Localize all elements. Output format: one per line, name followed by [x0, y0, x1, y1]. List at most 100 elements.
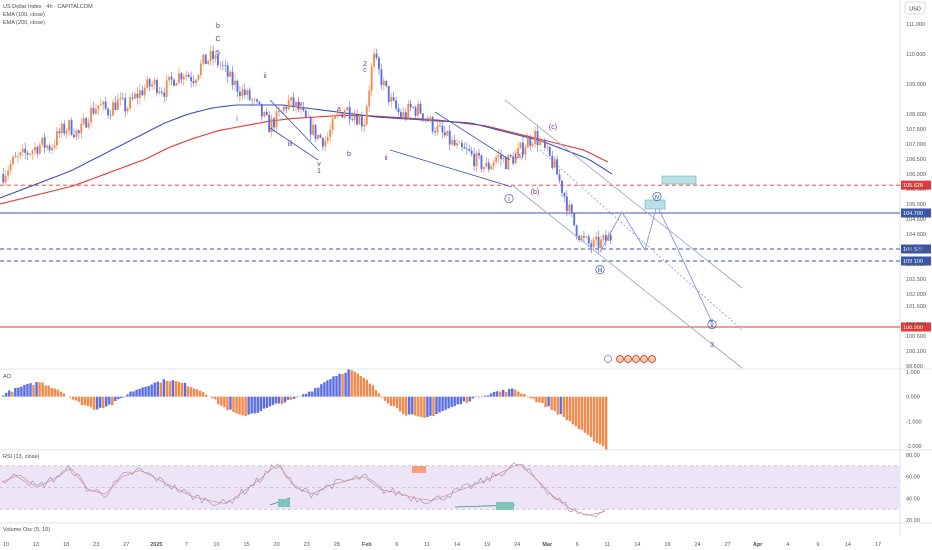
ao-bar	[86, 396, 90, 407]
wave-label: b	[347, 151, 351, 158]
candle-body	[53, 145, 56, 148]
ao-bar	[356, 373, 359, 397]
candle-body	[331, 118, 334, 130]
candle-body	[553, 159, 556, 168]
projection-arrow	[599, 203, 713, 324]
wave-label: b	[216, 23, 220, 30]
ao-bar	[232, 396, 235, 412]
candle-body	[583, 235, 585, 238]
candle-body	[29, 153, 31, 155]
ao-bar	[544, 396, 547, 408]
candle-body	[177, 73, 180, 83]
candle-body	[365, 106, 368, 125]
ema-lines	[0, 104, 613, 205]
ao-bar	[111, 396, 114, 406]
ao-bar	[550, 396, 553, 410]
flag-icon[interactable]	[624, 355, 632, 363]
ao-bar	[32, 384, 35, 397]
candle-body	[212, 50, 214, 59]
price-tick-label: 106.000	[906, 172, 926, 178]
ao-histogram: 1.000 0.000 -1.000 -2.000	[2, 369, 922, 450]
ao-bar	[123, 396, 126, 398]
ao-bar	[274, 396, 278, 404]
price-level-label: 104.700	[903, 211, 923, 217]
ao-bar	[465, 396, 469, 403]
candle-body	[41, 137, 44, 145]
ema-100-line	[0, 104, 613, 199]
ao-bar	[98, 396, 102, 408]
ao-bar	[23, 384, 26, 397]
rsi-tick-label: 60.00	[906, 475, 920, 481]
ao-bar	[511, 388, 514, 397]
ao-bar	[271, 396, 275, 405]
ao-bar	[320, 384, 323, 397]
candle-body	[199, 63, 202, 76]
flag-icon[interactable]	[648, 355, 656, 363]
candle-body	[236, 80, 239, 92]
ao-bar	[186, 386, 190, 397]
candle-body	[275, 111, 278, 128]
ao-bar	[459, 396, 462, 405]
wave-label: v	[317, 161, 321, 168]
ao-bar	[595, 396, 599, 444]
candle-body	[273, 118, 275, 128]
ao-bar	[414, 396, 417, 416]
ao-bar	[201, 392, 205, 397]
candle-body	[607, 235, 610, 242]
ao-bar	[195, 389, 199, 397]
candle-body	[465, 148, 468, 150]
candle-body	[590, 243, 593, 248]
ao-bar	[314, 388, 317, 397]
candle-body	[424, 118, 427, 120]
flag-icon[interactable]	[616, 355, 624, 363]
ao-bar	[483, 395, 487, 397]
candle-body	[563, 192, 566, 197]
ao-bar	[26, 383, 29, 397]
time-tick-label: 27	[725, 542, 731, 548]
ao-bar	[192, 388, 196, 397]
candle-body	[561, 180, 563, 193]
event-icon[interactable]	[604, 355, 612, 363]
candle-body	[536, 131, 539, 145]
candle-body	[143, 87, 146, 96]
candle-body	[497, 155, 500, 157]
candle-body	[346, 107, 349, 111]
candle-body	[431, 117, 434, 132]
time-tick-label: 13	[33, 542, 39, 548]
flag-icon[interactable]	[632, 355, 640, 363]
candle-body	[392, 97, 395, 101]
time-tick-label: 11	[605, 542, 611, 548]
ao-bar	[450, 396, 453, 408]
candle-body	[34, 147, 36, 151]
price-tick-label: 106.500	[906, 157, 926, 163]
ao-bar	[568, 396, 572, 422]
price-tick-label: 102.500	[906, 277, 926, 283]
ao-bar	[120, 396, 123, 399]
ao-bar	[532, 396, 535, 399]
candle-body	[451, 139, 454, 145]
ao-bar	[347, 369, 350, 397]
candle-body	[260, 103, 263, 117]
candle-body	[592, 239, 595, 248]
candle-body	[287, 100, 290, 109]
ao-tick-label: -2.000	[906, 444, 922, 450]
candle-body	[446, 130, 449, 136]
rsi-legend: RSI (13, close)	[3, 454, 40, 460]
event-icons[interactable]	[604, 355, 656, 363]
currency-button[interactable]: USD	[904, 1, 926, 15]
ao-bar	[250, 396, 253, 414]
candle-body	[441, 126, 444, 133]
ao-bar	[38, 382, 41, 397]
price-tick-label: 110.000	[906, 52, 925, 58]
ao-bar	[171, 380, 175, 397]
candle-body	[495, 156, 498, 163]
flag-icon[interactable]	[640, 355, 648, 363]
ao-bar	[408, 396, 411, 415]
candle-body	[187, 74, 190, 77]
price-tick-label: 107.500	[906, 127, 926, 133]
ao-bar	[353, 371, 356, 397]
candle-body	[175, 82, 178, 86]
ao-bar	[468, 396, 472, 402]
channel-lower-line	[389, 149, 513, 188]
